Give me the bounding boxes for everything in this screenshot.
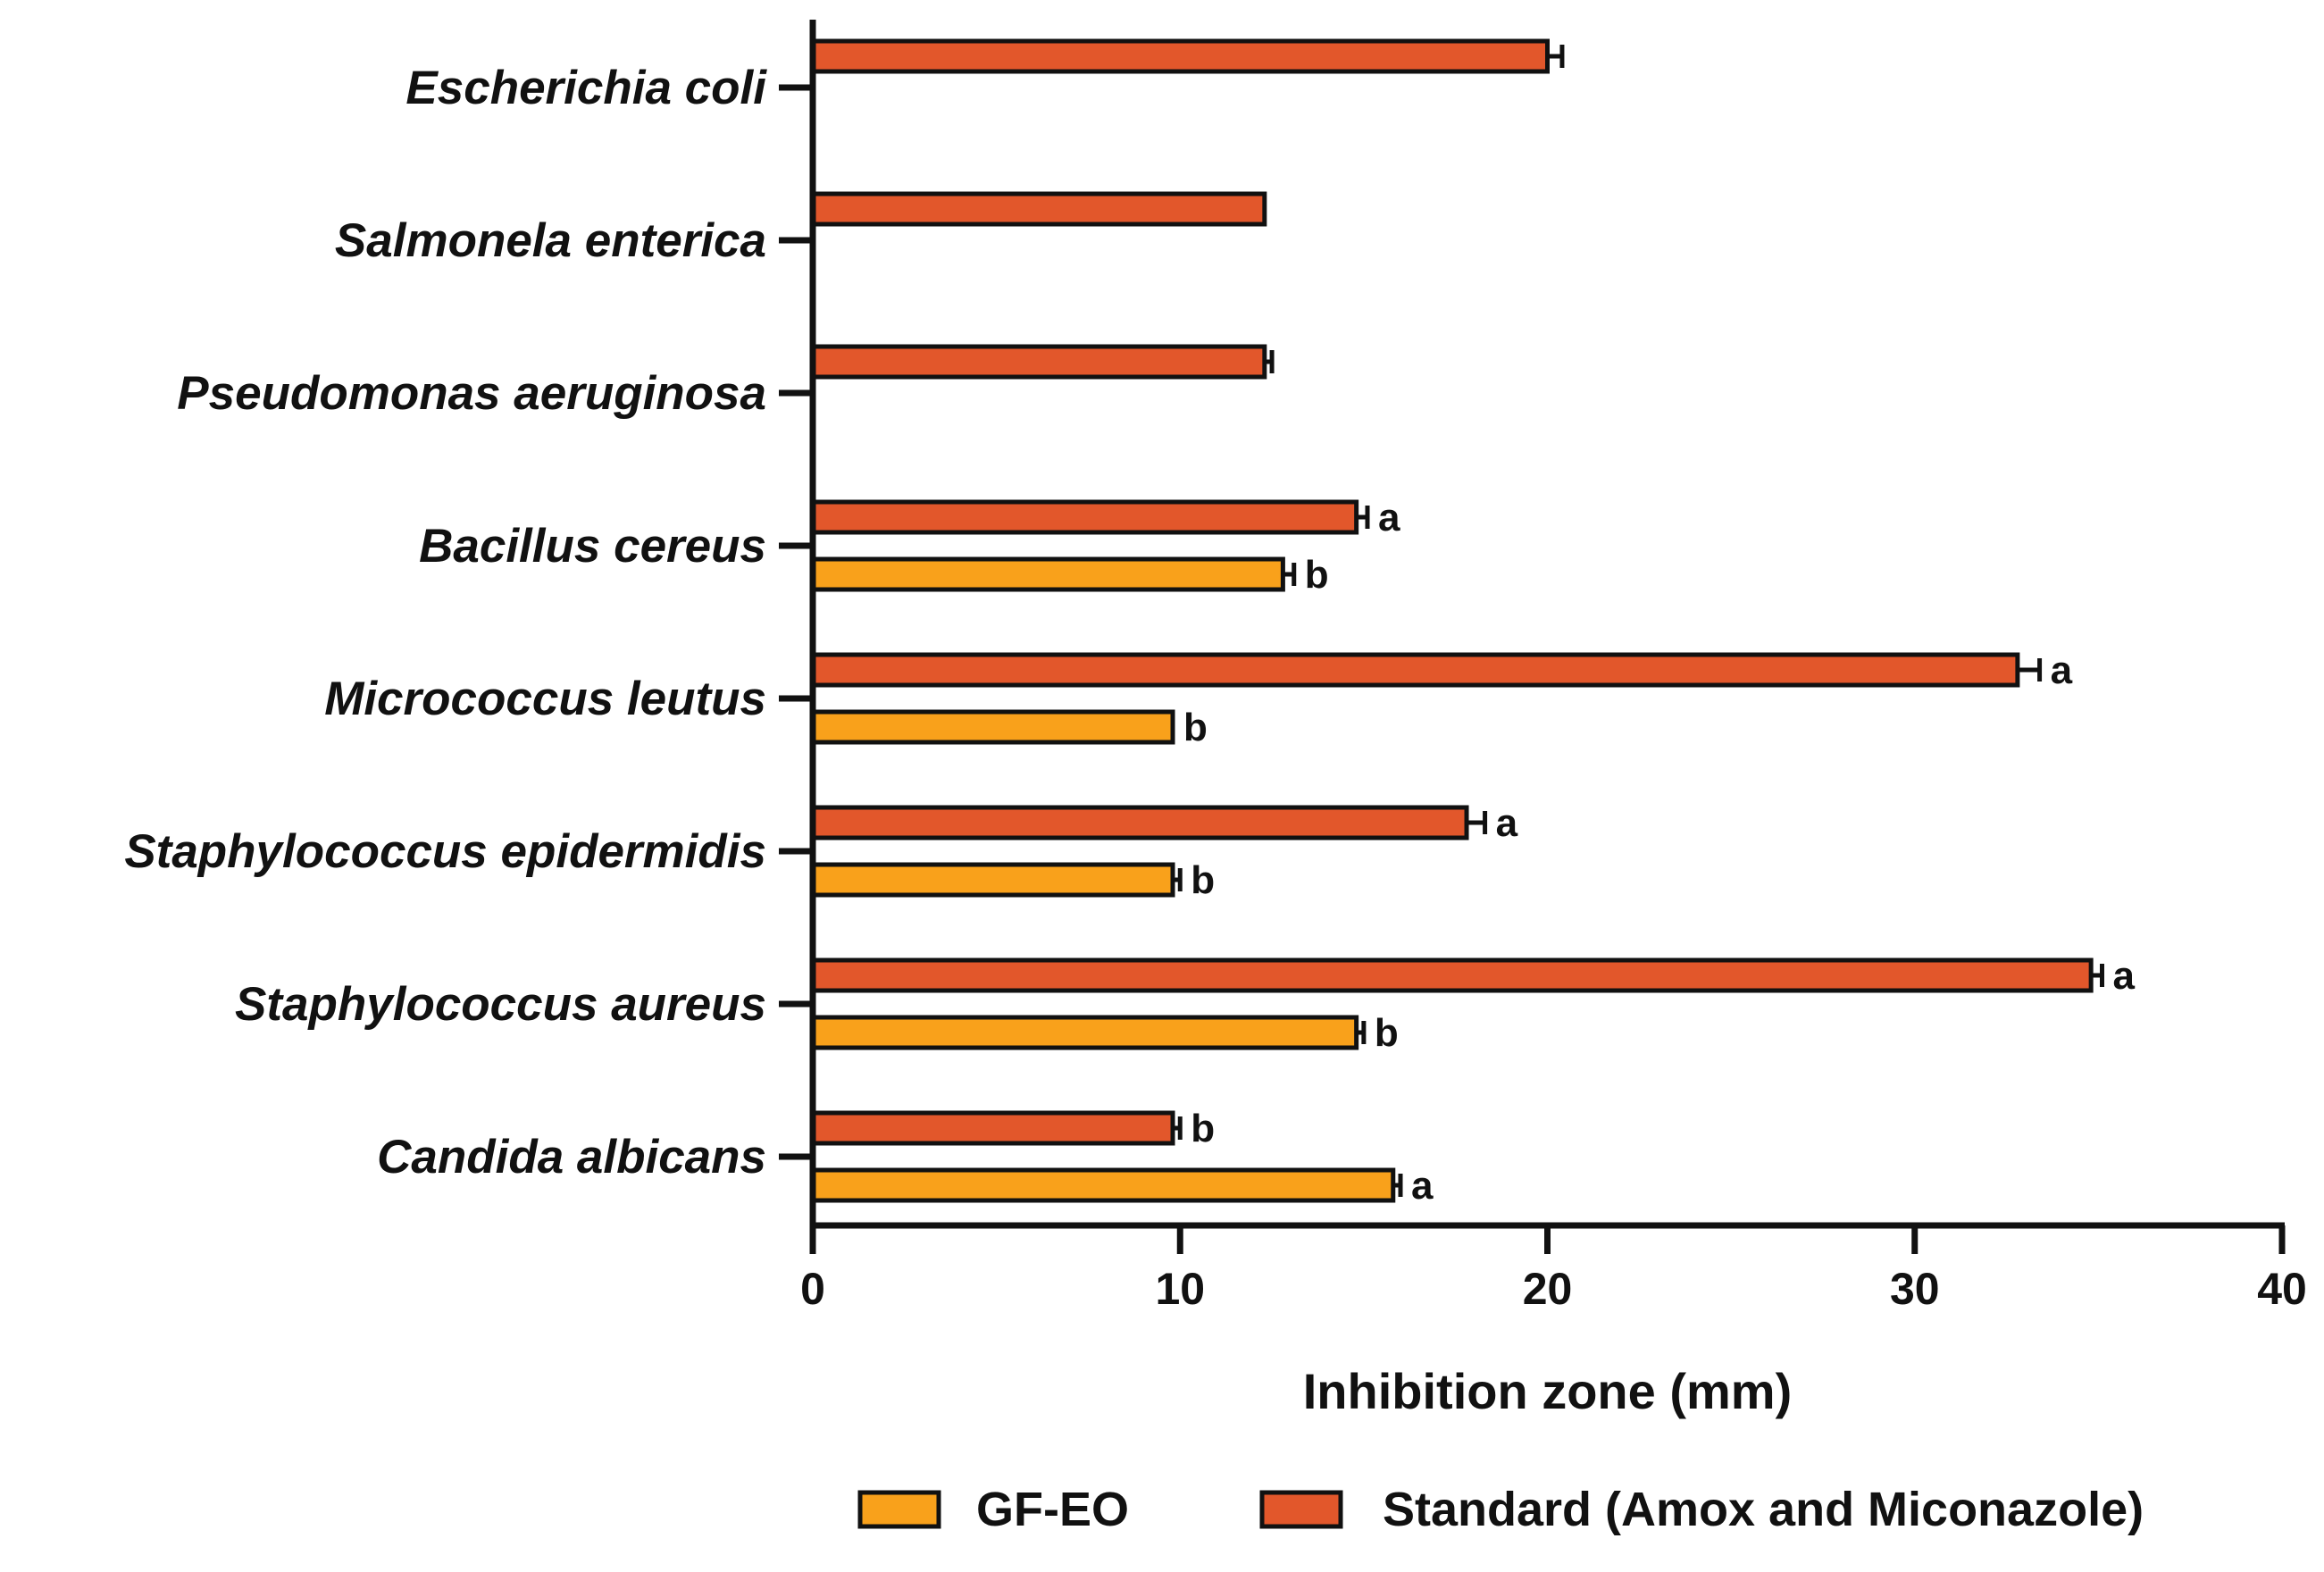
significance-label: b — [1191, 858, 1215, 902]
x-tick-label: 30 — [1890, 1264, 1940, 1314]
category-labels: Escherichia coli Salmonela enterica Pseudo… — [124, 62, 767, 1183]
x-tick-label: 20 — [1523, 1264, 1573, 1314]
significance-label: a — [1496, 801, 1518, 845]
significance-label: b — [1183, 706, 1208, 749]
x-axis-title: Inhibition zone (mm) — [1303, 1363, 1792, 1419]
x-tick-label: 10 — [1155, 1264, 1205, 1314]
category-label: Pseudomonas aeruginosa — [177, 367, 766, 420]
category-label: Escherichia coli — [405, 62, 767, 114]
significance-label: a — [2051, 648, 2073, 692]
gf-eo-bar — [810, 862, 1175, 898]
x-tick-label: 40 — [2257, 1264, 2307, 1314]
category-label: Staphylococcus aureus — [235, 978, 766, 1031]
gf-eo-bar — [810, 556, 1285, 592]
standard-bar — [810, 499, 1359, 535]
category-label: Micrococcus leutus — [324, 673, 766, 725]
standard-bar — [810, 38, 1550, 74]
standard-bar — [810, 191, 1267, 227]
significance-label: b — [1191, 1107, 1215, 1150]
significance-label: b — [1305, 553, 1329, 597]
significance-label: a — [1378, 496, 1400, 539]
legend-gf-eo-swatch — [857, 1490, 941, 1529]
standard-bar — [810, 1110, 1175, 1146]
gf-eo-bar — [810, 709, 1175, 745]
bars-layer: a b a b a b a b b a — [810, 38, 2135, 1208]
significance-label: b — [1375, 1011, 1399, 1055]
standard-bar — [810, 957, 2094, 993]
legend-standard-swatch — [1259, 1490, 1343, 1529]
axes-layer — [779, 20, 2286, 1254]
legend: GF-EO Standard (Amox and Miconazole) — [857, 1483, 2144, 1536]
category-label: Candida albicans — [377, 1131, 766, 1183]
category-label: Bacillus cereus — [419, 520, 766, 573]
standard-bar — [810, 344, 1267, 380]
x-tick-label: 0 — [800, 1264, 825, 1314]
standard-bar — [810, 805, 1469, 840]
legend-gf-eo-label: GF-EO — [976, 1483, 1129, 1536]
significance-label: a — [2112, 954, 2135, 998]
significance-label: a — [1411, 1164, 1434, 1208]
category-label: Salmonela enterica — [335, 214, 766, 267]
gf-eo-bar — [810, 1015, 1359, 1050]
category-label: Staphylococcus epidermidis — [124, 825, 766, 878]
legend-standard-label: Standard (Amox and Miconazole) — [1383, 1483, 2144, 1536]
standard-bar — [810, 652, 2020, 688]
gf-eo-bar — [810, 1167, 1396, 1203]
x-tick-labels: 0 10 20 30 40 — [800, 1264, 2307, 1314]
